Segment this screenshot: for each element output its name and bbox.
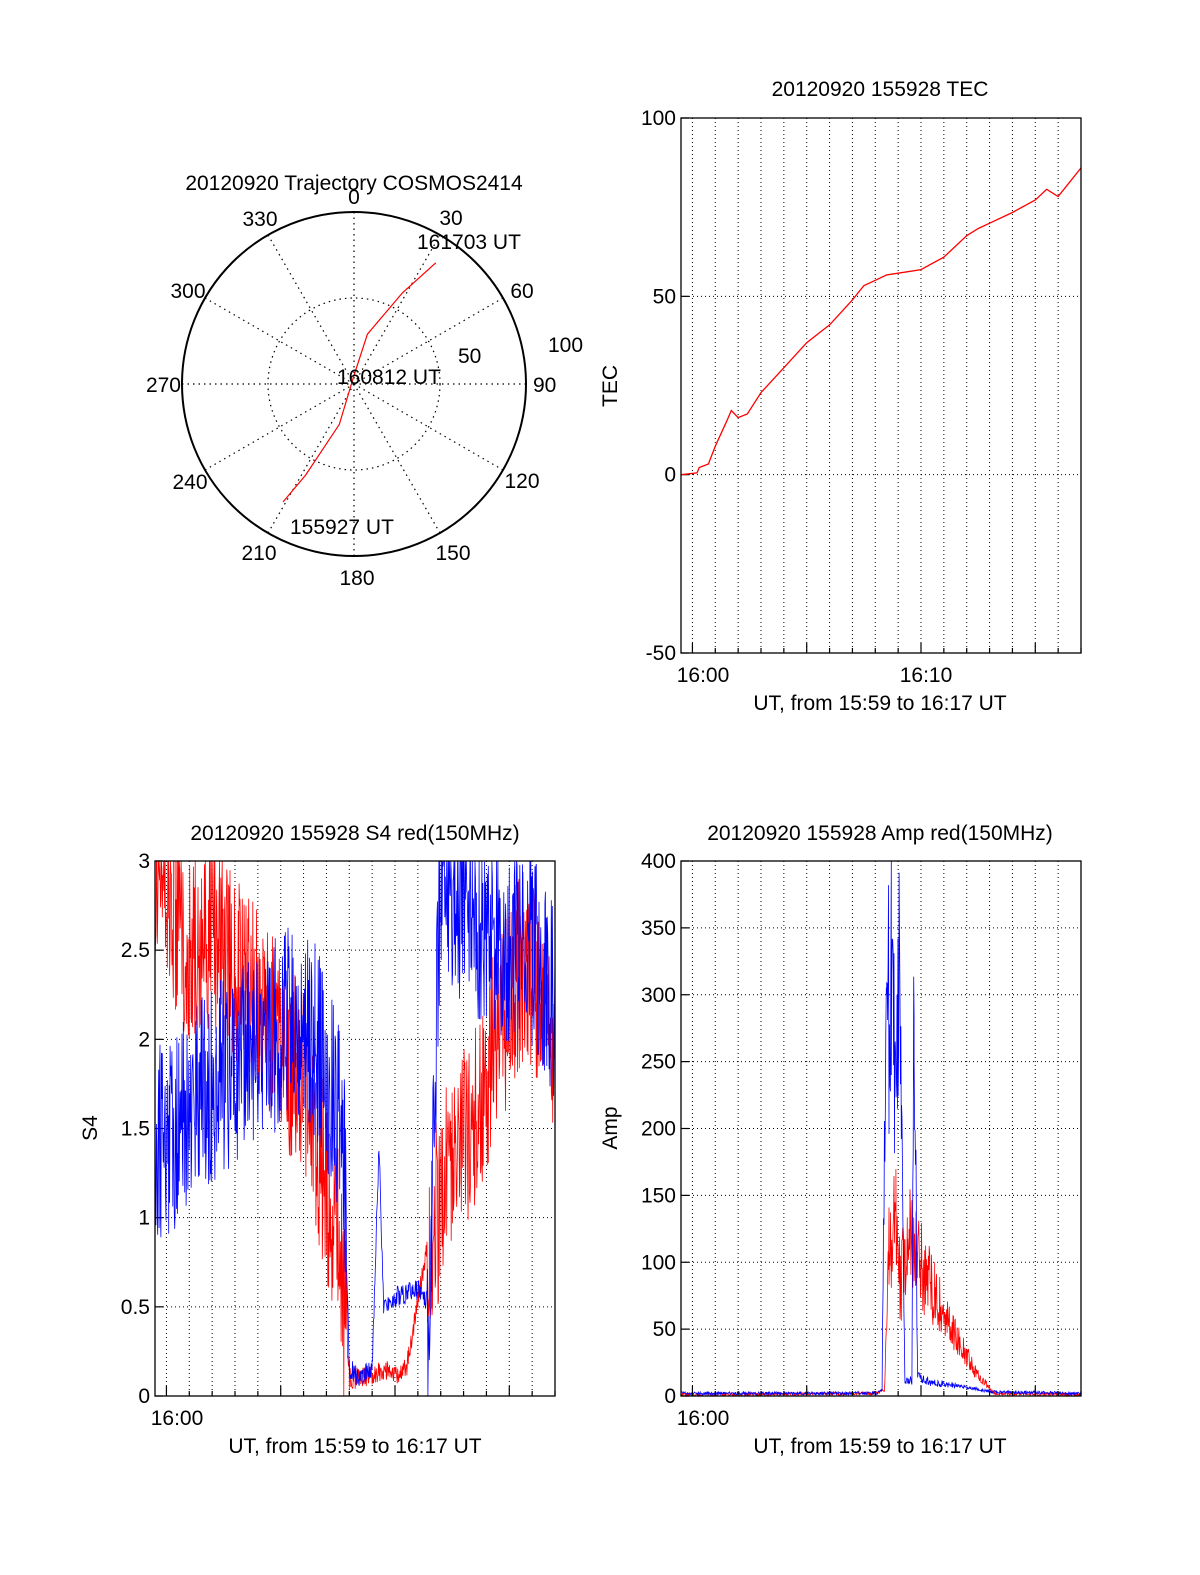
amp-y-tick-label-3: 150 <box>641 1184 676 1207</box>
tec-x-tick-label-1610: 16:10 <box>900 664 953 687</box>
polar-spoke-30 <box>353 234 441 385</box>
polar-title: 20120920 Trajectory COSMOS2414 <box>185 172 523 195</box>
polar-spoke-150 <box>353 383 441 534</box>
s4-plot-frame <box>154 860 556 1397</box>
polar-azimuth-label-240: 240 <box>172 471 207 494</box>
s4-chart: 20120920 155928 S4 red(150MHz) 0 0.5 1 1.5 2… <box>79 822 556 1458</box>
polar-spoke-300 <box>204 297 355 385</box>
tec-title: 20120920 155928 TEC <box>772 78 989 101</box>
s4-y-tick-label-1: 0.5 <box>121 1296 150 1319</box>
polar-azimuth-label-300: 300 <box>170 280 205 303</box>
s4-y-tick-label-2: 1 <box>138 1207 150 1230</box>
polar-azimuth-label-30: 30 <box>439 207 462 230</box>
s4-y-tick-label-5: 2.5 <box>121 939 150 962</box>
tec-y-tick-label-1: 0 <box>664 464 676 487</box>
amp-y-tick-label-0: 0 <box>664 1385 676 1408</box>
polar-ring-label-50: 50 <box>458 345 481 368</box>
polar-annotation-start: 155927 UT <box>290 516 394 539</box>
amp-y-tick-label-8: 400 <box>641 850 676 873</box>
s4-line-blue-1 <box>154 860 556 1397</box>
tec-y-tick-label-3: 100 <box>641 107 676 130</box>
amp-y-tick-label-5: 250 <box>641 1051 676 1074</box>
polar-azimuth-label-60: 60 <box>510 280 533 303</box>
s4-x-tick-label-1600: 16:00 <box>151 1407 204 1430</box>
polar-azimuth-label-180: 180 <box>339 567 374 590</box>
polar-azimuth-labels: 0 30 60 90 120 150 180 210 240 270 300 330 <box>146 186 556 590</box>
tec-series <box>680 167 1082 476</box>
tec-plot-frame <box>680 117 1082 654</box>
polar-spoke-240 <box>204 383 355 471</box>
polar-azimuth-label-90: 90 <box>533 374 556 397</box>
amp-y-tick-label-4: 200 <box>641 1118 676 1141</box>
amp-y-tick-label-6: 300 <box>641 984 676 1007</box>
tec-y-tick-label-0: -50 <box>646 642 676 665</box>
polar-spoke-60 <box>353 297 504 385</box>
tec-y-tick-labels: -50 0 50 100 <box>641 107 689 665</box>
s4-y-tick-label-6: 3 <box>138 850 150 873</box>
polar-spoke-210 <box>267 383 355 534</box>
amp-title: 20120920 155928 Amp red(150MHz) <box>707 822 1053 845</box>
polar-ring-label-100: 100 <box>548 334 583 357</box>
polar-series <box>282 262 437 503</box>
s4-y-axis-label: S4 <box>79 1115 102 1141</box>
polar-trajectory-chart: 20120920 Trajectory COSMOS2414 0 30 60 90 12… <box>146 172 583 590</box>
polar-spoke-330 <box>267 234 355 385</box>
polar-spoke-120 <box>353 383 504 471</box>
polar-azimuth-label-0: 0 <box>348 186 360 209</box>
s4-x-tick-marks <box>165 1386 556 1396</box>
s4-series <box>154 859 556 1397</box>
amp-series <box>680 860 1082 1398</box>
amp-x-tick-marks <box>691 1386 1082 1396</box>
s4-x-axis-label: UT, from 15:59 to 16:17 UT <box>228 1435 481 1458</box>
polar-azimuth-label-120: 120 <box>504 470 539 493</box>
tec-x-tick-marks <box>691 643 1082 653</box>
tec-y-axis-label: TEC <box>599 365 622 407</box>
amp-line-blue-1 <box>680 860 1082 1397</box>
polar-azimuth-label-150: 150 <box>435 542 470 565</box>
amp-plot-frame <box>680 860 1082 1397</box>
s4-y-tick-label-4: 2 <box>138 1028 150 1051</box>
amp-y-tick-labels: 0 50 100 150 200 250 300 350 400 <box>641 850 689 1408</box>
polar-azimuth-label-210: 210 <box>241 542 276 565</box>
s4-title: 20120920 155928 S4 red(150MHz) <box>190 822 519 845</box>
amp-y-axis-label: Amp <box>599 1106 622 1149</box>
amp-x-tick-label-1600: 16:00 <box>677 1407 730 1430</box>
polar-annotation-end: 161703 UT <box>417 231 521 254</box>
polar-trajectory-line-0 <box>282 262 437 503</box>
polar-inner-circle <box>267 297 441 471</box>
polar-grid <box>181 211 527 557</box>
amp-line-red-0 <box>680 1169 1082 1398</box>
amp-x-axis-label: UT, from 15:59 to 16:17 UT <box>753 1435 1006 1458</box>
polar-azimuth-label-270: 270 <box>146 374 181 397</box>
amp-y-tick-label-7: 350 <box>641 917 676 940</box>
s4-y-tick-label-0: 0 <box>138 1385 150 1408</box>
amp-y-tick-label-1: 50 <box>653 1318 676 1341</box>
tec-y-tick-label-2: 50 <box>653 285 676 308</box>
polar-annotation-mid: 160812 UT <box>337 366 441 389</box>
s4-y-tick-labels: 0 0.5 1 1.5 2 2.5 3 <box>121 850 163 1408</box>
tec-x-axis-label: UT, from 15:59 to 16:17 UT <box>753 692 1006 715</box>
tec-x-tick-label-1600: 16:00 <box>677 664 730 687</box>
s4-y-tick-label-3: 1.5 <box>121 1118 150 1141</box>
tec-line-red-0 <box>680 167 1082 476</box>
tec-chart: 20120920 155928 TEC -50 0 50 100 16:00 16:1… <box>599 78 1082 715</box>
amp-y-tick-label-2: 100 <box>641 1251 676 1274</box>
polar-azimuth-label-330: 330 <box>242 208 277 231</box>
amp-chart: 20120920 155928 Amp red(150MHz) 0 50 100 15… <box>599 822 1082 1458</box>
